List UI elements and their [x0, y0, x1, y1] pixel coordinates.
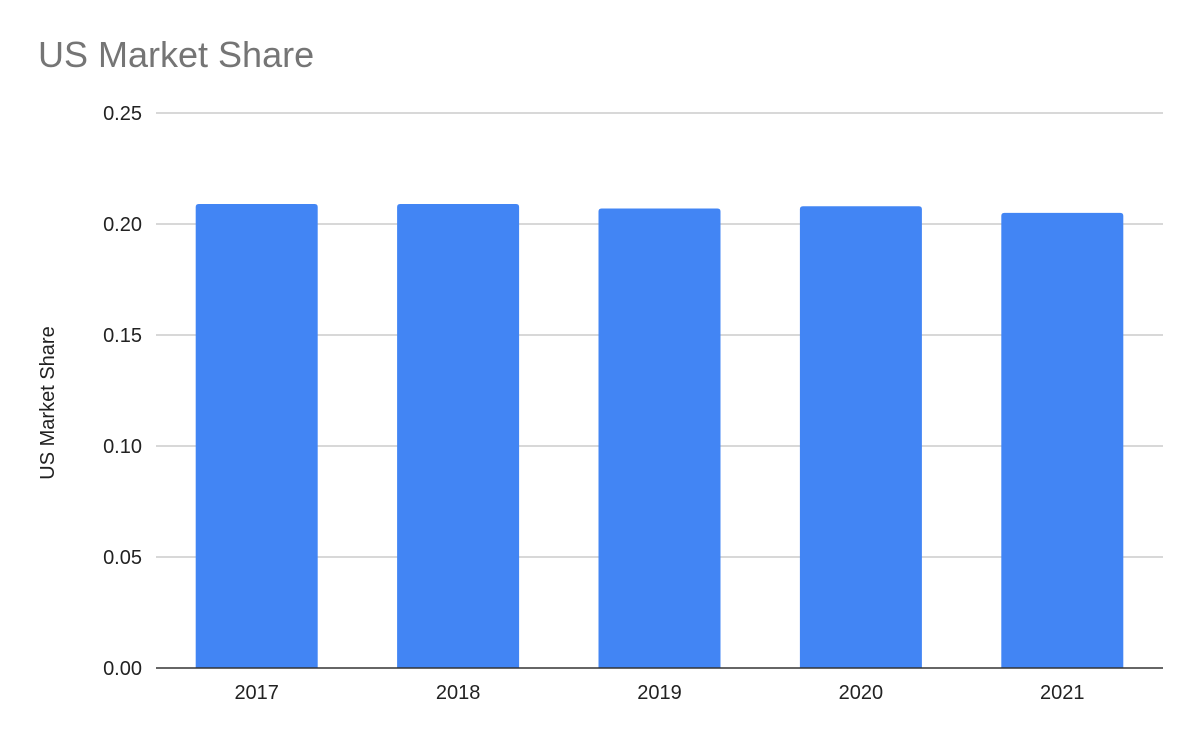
bars	[195, 204, 1124, 669]
y-tick-label: 0.25	[103, 103, 142, 125]
y-tick-label: 0.15	[103, 325, 142, 347]
x-tick-label: 2019	[637, 682, 682, 704]
bar-2017	[195, 204, 318, 668]
bar-2021	[1001, 212, 1124, 668]
bar-2020	[799, 206, 922, 669]
x-tick-label: 2018	[436, 682, 481, 704]
y-axis-ticks: 0.00 0.05 0.10 0.15 0.20 0.25	[103, 103, 142, 680]
x-axis-ticks: 2017 2018 2019 2020 2021	[234, 682, 1084, 704]
x-tick-label: 2020	[839, 682, 884, 704]
y-tick-label: 0.05	[103, 547, 142, 569]
bar-2019	[598, 208, 721, 668]
bar-2018	[397, 204, 520, 668]
chart-title: US Market Share	[38, 34, 315, 75]
y-axis-label: US Market Share	[37, 326, 59, 479]
y-tick-label: 0.10	[103, 436, 142, 458]
x-tick-label: 2017	[234, 682, 279, 704]
x-tick-label: 2021	[1040, 682, 1085, 704]
y-tick-label: 0.20	[103, 214, 142, 236]
y-tick-label: 0.00	[103, 658, 142, 680]
